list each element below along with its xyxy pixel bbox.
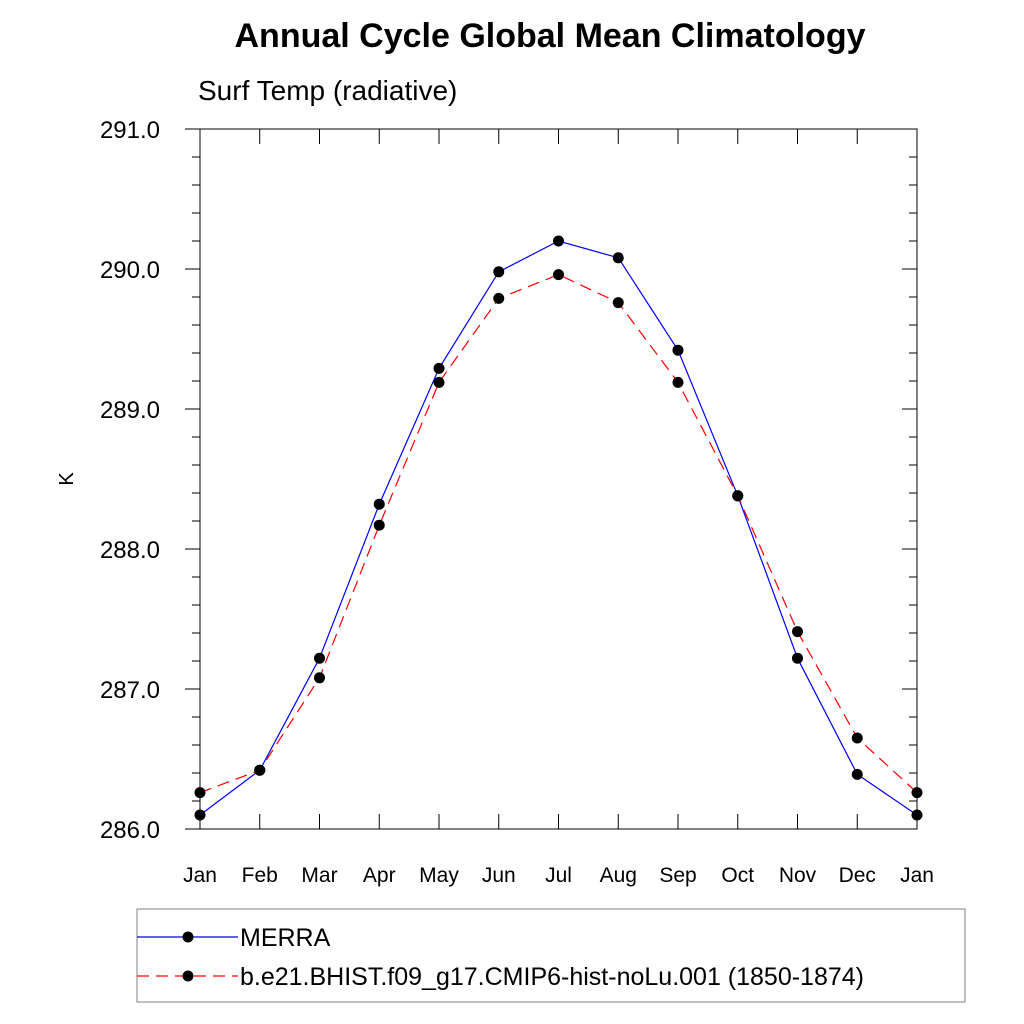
legend	[136, 908, 966, 1003]
series-1-point	[911, 809, 923, 821]
series-1-point	[314, 652, 325, 664]
x-tick-label: Jul	[545, 864, 572, 887]
y-tick-label: 288.0	[100, 537, 160, 564]
series-1-point	[373, 498, 385, 510]
series-1-point	[553, 235, 564, 247]
series-2-point	[254, 764, 266, 776]
x-tick-label: Feb	[242, 864, 278, 887]
axis-ticks: Jan Feb Mar Apr May Jun Jul Aug Sep Oct Nov Dec Jan 2…	[100, 117, 934, 887]
series-2-point	[612, 297, 624, 309]
x-tick-label: Sep	[659, 864, 696, 887]
series-2-point	[433, 376, 445, 388]
series-1-point	[194, 809, 206, 821]
x-tick-label: Jan	[183, 864, 217, 887]
series-line-1	[199, 240, 918, 816]
x-tick-label: Nov	[779, 864, 817, 887]
plot-frame	[199, 128, 918, 830]
chart-subtitle: Surf Temp (radiative)	[198, 75, 457, 106]
series-2-point	[553, 269, 564, 281]
series-2-point	[851, 732, 863, 744]
series-1-point	[672, 344, 684, 356]
legend-marker-1	[182, 931, 194, 943]
y-tick-label: 289.0	[100, 397, 160, 424]
series-2-point	[732, 490, 744, 502]
x-tick-label: May	[419, 864, 459, 887]
chart-title: Annual Cycle Global Mean Climatology	[235, 17, 866, 55]
series-2-point	[194, 787, 206, 799]
series-1-point	[433, 362, 445, 374]
y-tick-label: 291.0	[100, 117, 160, 144]
series-1-point	[792, 652, 803, 664]
x-tick-label: Aug	[600, 864, 637, 887]
series-2-point	[911, 787, 923, 799]
x-tick-label: Jun	[482, 864, 516, 887]
series-2-point	[792, 626, 803, 638]
y-tick-label: 286.0	[100, 817, 160, 844]
x-tick-label: Oct	[721, 864, 754, 887]
y-tick-label: 290.0	[100, 257, 160, 284]
series-lines	[199, 240, 918, 816]
x-tick-label: Dec	[839, 864, 876, 887]
legend-label-2: b.e21.BHIST.f09_g17.CMIP6-hist-noLu.001 …	[240, 963, 864, 991]
x-tick-label: Mar	[301, 864, 337, 887]
x-tick-label: Jan	[900, 864, 934, 887]
legend-marker-2	[182, 970, 194, 982]
series-2-point	[373, 519, 385, 531]
legend-entries: MERRA b.e21.BHIST.f09_g17.CMIP6-hist-noLu…	[137, 924, 864, 991]
series-1-point	[851, 768, 863, 780]
series-2-point	[314, 672, 325, 684]
series-line-2	[199, 273, 918, 794]
series-2-point	[672, 376, 684, 388]
series-1-point	[493, 266, 505, 278]
legend-label-1: MERRA	[240, 924, 331, 952]
series-markers	[194, 235, 923, 821]
y-tick-label: 287.0	[100, 677, 160, 704]
x-tick-label: Apr	[363, 864, 396, 887]
y-axis-label: K	[56, 472, 78, 486]
series-1-point	[612, 252, 624, 264]
series-2-point	[493, 292, 505, 304]
